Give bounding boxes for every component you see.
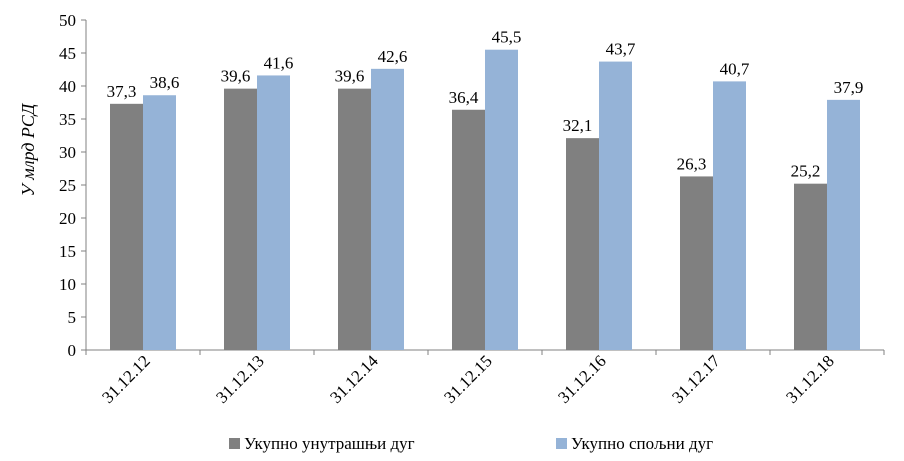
y-tick-label: 50 <box>59 11 76 30</box>
bar-external-debt <box>371 68 404 350</box>
x-tick-label: 31.12.15 <box>440 351 496 407</box>
bar-inner-debt <box>338 88 371 350</box>
y-tick-label: 0 <box>68 341 77 360</box>
legend-label-inner-debt: Укупно унутрашњи дуг <box>244 434 415 453</box>
bar-inner-debt <box>680 176 713 350</box>
data-label: 41,6 <box>264 53 294 72</box>
bar-external-debt <box>143 95 176 351</box>
data-label: 37,9 <box>834 78 864 97</box>
data-labels: 37,3 39,6 39,6 36,4 32,1 26,3 25,2 38,6 41,6 42,6… <box>107 28 864 181</box>
data-label: 26,3 <box>677 154 707 173</box>
bar-inner-debt <box>566 138 599 350</box>
legend-swatch-inner-debt <box>229 438 240 449</box>
data-label: 39,6 <box>221 67 251 86</box>
y-tick-label: 30 <box>59 143 76 162</box>
x-axis: 31.12.12 31.12.13 31.12.14 31.12.15 31.12.16… <box>85 349 885 407</box>
y-tick-label: 40 <box>59 77 76 96</box>
data-label: 32,1 <box>563 116 593 135</box>
bar-external-debt <box>485 49 518 350</box>
x-tick-label: 31.12.14 <box>326 351 382 407</box>
y-tick-label: 45 <box>59 44 76 63</box>
data-label: 40,7 <box>720 59 750 78</box>
bar-inner-debt <box>452 109 485 350</box>
legend: Укупно унутрашњи дуг Укупно спољни дуг <box>229 434 713 453</box>
data-label: 38,6 <box>150 73 180 92</box>
bar-inner-debt <box>224 88 257 350</box>
legend-label-external-debt: Укупно спољни дуг <box>571 434 713 453</box>
bar-external-debt <box>257 75 290 350</box>
data-label: 39,6 <box>335 67 365 86</box>
bar-inner-debt <box>794 183 827 350</box>
y-tick-label: 5 <box>68 308 77 327</box>
y-tick-label: 10 <box>59 275 76 294</box>
bars <box>110 49 860 351</box>
y-tick-label: 15 <box>59 242 76 261</box>
data-label: 45,5 <box>492 28 522 47</box>
y-tick-label: 20 <box>59 209 76 228</box>
x-tick-label: 31.12.13 <box>212 351 268 407</box>
data-label: 37,3 <box>107 82 137 101</box>
data-label: 42,6 <box>378 47 408 66</box>
data-label: 36,4 <box>449 88 479 107</box>
x-tick-label: 31.12.16 <box>554 351 610 407</box>
x-tick-label: 31.12.18 <box>782 351 838 407</box>
bar-external-debt <box>827 99 860 350</box>
bar-external-debt <box>713 81 746 350</box>
data-label: 43,7 <box>606 40 636 59</box>
y-tick-label: 35 <box>59 110 76 129</box>
data-label: 25,2 <box>791 162 821 181</box>
x-tick-label: 31.12.12 <box>98 351 154 407</box>
bar-inner-debt <box>110 103 143 350</box>
bar-external-debt <box>599 61 632 351</box>
legend-swatch-external-debt <box>556 438 567 449</box>
y-tick-label: 25 <box>59 176 76 195</box>
x-tick-label: 31.12.17 <box>668 351 724 407</box>
y-axis-title: У млрд РСД <box>18 102 38 196</box>
y-axis: 0 5 10 15 20 25 30 35 40 45 50 <box>59 11 87 360</box>
